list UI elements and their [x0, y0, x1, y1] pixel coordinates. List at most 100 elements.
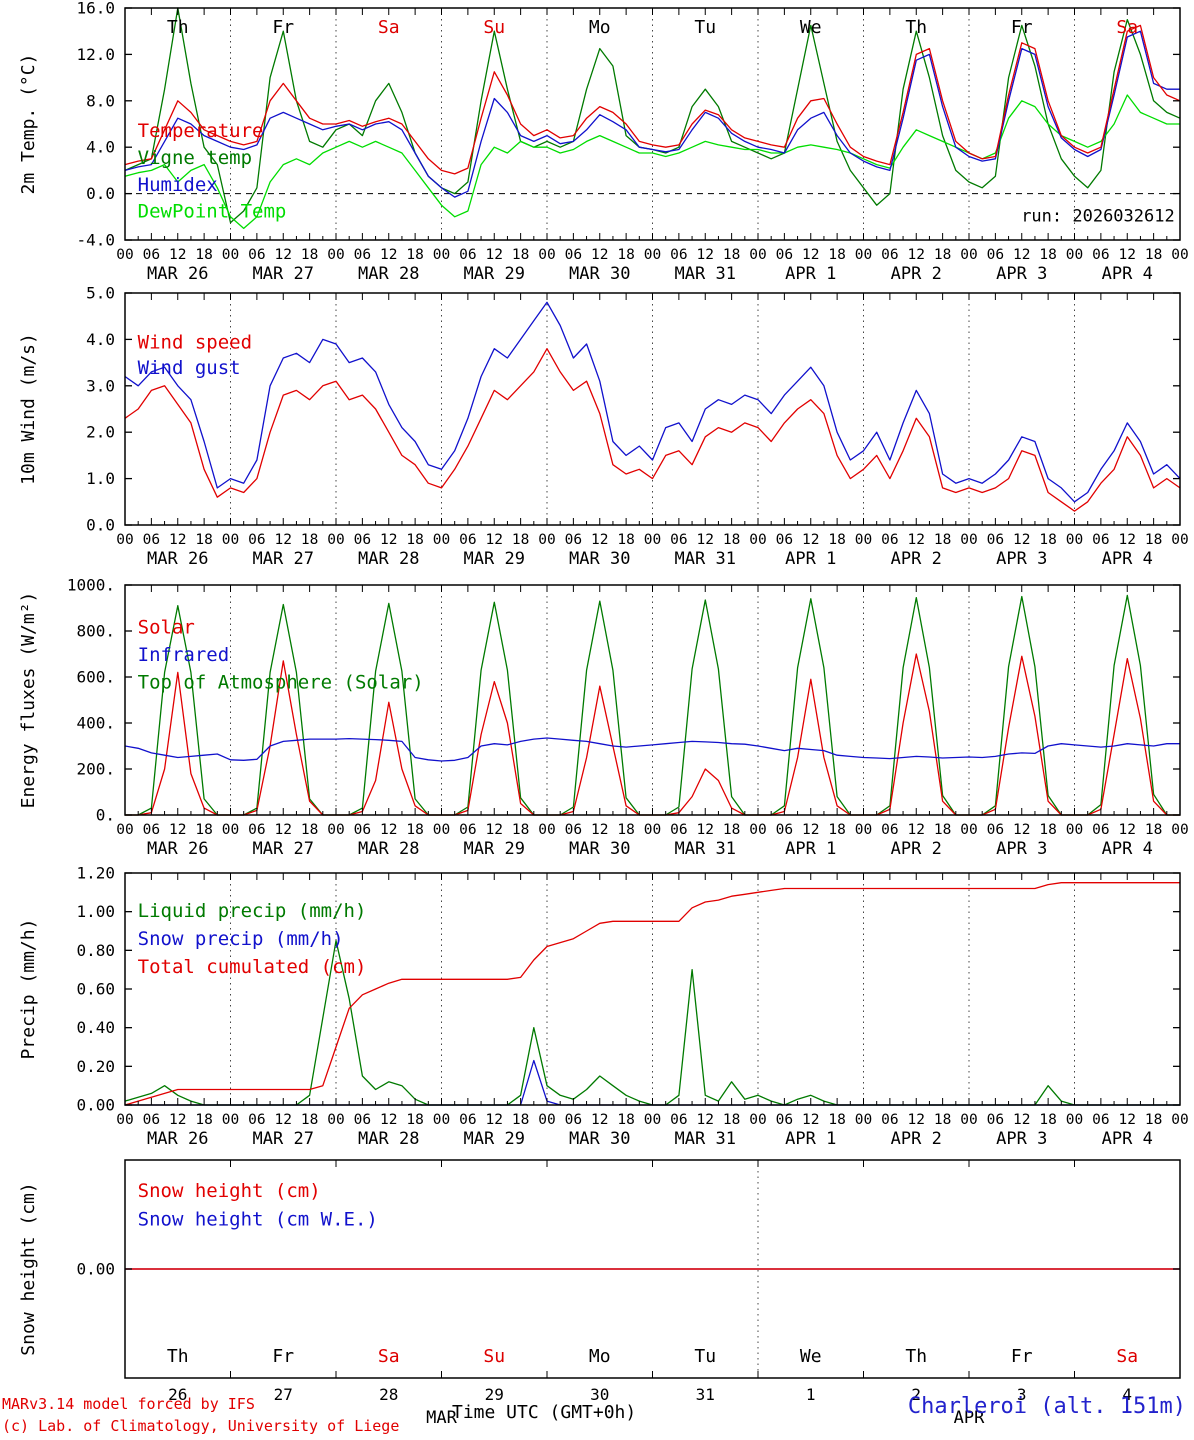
x-tick-label: 12	[1119, 247, 1136, 263]
top-day-label: Sa	[1116, 17, 1138, 38]
x-tick-label: 18	[723, 532, 740, 548]
top-day-label: Fr	[1011, 17, 1033, 38]
station-label: Charleroi (alt. 151m)	[907, 1394, 1186, 1419]
series-top-of-atmosphere-solar-	[125, 594, 1180, 816]
x-tick-label: 00	[538, 822, 555, 838]
bottom-day-label: We	[800, 1346, 822, 1367]
y-tick-label: 800.	[76, 622, 115, 641]
x-tick-label: 06	[459, 532, 476, 548]
legend-label: Infrared	[138, 644, 230, 666]
x-tick-label: 00	[116, 247, 133, 263]
y-tick-label: 0.40	[76, 1018, 115, 1037]
x-tick-label: 06	[459, 1112, 476, 1128]
x-tick-label: 12	[1119, 532, 1136, 548]
x-tick-label: 06	[354, 822, 371, 838]
x-tick-label: 00	[327, 1112, 344, 1128]
date-label: MAR 27	[253, 839, 314, 859]
x-tick-label: 12	[380, 1112, 397, 1128]
x-tick-label: 18	[934, 532, 951, 548]
x-tick-label: 00	[749, 1112, 766, 1128]
x-tick-label: 06	[143, 1112, 160, 1128]
y-tick-label: 1.0	[86, 469, 115, 488]
x-tick-label: 06	[776, 532, 793, 548]
x-tick-label: 18	[1145, 822, 1162, 838]
x-tick-label: 06	[987, 822, 1004, 838]
y-tick-label: 16.0	[76, 0, 115, 18]
x-tick-label: 06	[354, 532, 371, 548]
x-tick-label: 18	[195, 822, 212, 838]
date-label: APR 4	[1102, 1129, 1153, 1149]
x-tick-label: 00	[327, 532, 344, 548]
top-day-label: We	[800, 17, 822, 38]
x-tick-label: 06	[248, 822, 265, 838]
x-tick-label: 18	[406, 247, 423, 263]
date-label: MAR 26	[147, 549, 208, 569]
x-tick-label: 12	[908, 1112, 925, 1128]
y-tick-label: 0.	[96, 806, 115, 825]
x-tick-label: 00	[960, 247, 977, 263]
date-label: MAR 27	[253, 264, 314, 284]
x-tick-label: 06	[1092, 1112, 1109, 1128]
x-tick-label: 06	[670, 247, 687, 263]
x-tick-label: 18	[617, 822, 634, 838]
x-tick-label: 06	[248, 247, 265, 263]
top-day-label: Fr	[272, 17, 294, 38]
x-tick-label: 18	[617, 532, 634, 548]
bottom-day-label: Th	[167, 1346, 189, 1367]
x-tick-label: 06	[987, 247, 1004, 263]
x-tick-label: 12	[802, 247, 819, 263]
date-label: MAR 29	[464, 264, 525, 284]
bottom-day-label: Sa	[378, 1346, 400, 1367]
x-tick-label: 00	[960, 822, 977, 838]
x-tick-label: 06	[459, 247, 476, 263]
date-label: MAR 29	[464, 839, 525, 859]
date-label: MAR 29	[464, 549, 525, 569]
y-tick-label: 0.80	[76, 941, 115, 960]
day-number-label: 2	[911, 1385, 921, 1404]
x-tick-label: 12	[908, 532, 925, 548]
x-tick-label: 18	[406, 1112, 423, 1128]
y-tick-label: 8.0	[86, 91, 115, 110]
date-label: MAR 29	[464, 1129, 525, 1149]
x-tick-label: 12	[697, 1112, 714, 1128]
x-tick-label: 00	[222, 532, 239, 548]
date-label: MAR 27	[253, 549, 314, 569]
series-infrared	[124, 737, 1180, 762]
day-number-label: 3	[1017, 1385, 1027, 1404]
x-tick-label: 12	[380, 822, 397, 838]
legend-label: Liquid precip (mm/h)	[138, 900, 367, 922]
legend-label: Solar	[138, 616, 195, 638]
x-tick-label: 12	[1013, 822, 1030, 838]
x-tick-label: 12	[275, 247, 292, 263]
date-label: MAR 28	[358, 1129, 419, 1149]
legend-label: Temperature	[138, 120, 264, 142]
date-label: MAR 31	[675, 839, 736, 859]
x-tick-label: 00	[116, 532, 133, 548]
x-tick-label: 18	[1039, 247, 1056, 263]
x-tick-label: 00	[749, 822, 766, 838]
y-tick-label: 0.20	[76, 1057, 115, 1076]
x-tick-label: 06	[354, 1112, 371, 1128]
x-tick-label: 06	[670, 532, 687, 548]
x-tick-label: 06	[776, 822, 793, 838]
x-tick-label: 06	[459, 822, 476, 838]
y-tick-label: 1.00	[76, 902, 115, 921]
x-tick-label: 12	[697, 532, 714, 548]
x-tick-label: 18	[723, 247, 740, 263]
series-wind-speed	[124, 348, 1181, 512]
x-tick-label: 06	[143, 247, 160, 263]
x-tick-label: 12	[169, 822, 186, 838]
x-tick-label: 18	[1145, 1112, 1162, 1128]
x-tick-label: 00	[1171, 822, 1188, 838]
x-tick-label: 12	[486, 532, 503, 548]
date-label: MAR 26	[147, 264, 208, 284]
x-tick-label: 18	[301, 1112, 318, 1128]
x-tick-label: 00	[749, 247, 766, 263]
x-tick-label: 00	[222, 1112, 239, 1128]
y-axis-title: Snow height (cm)	[18, 1182, 39, 1355]
legend-label: Snow height (cm W.E.)	[138, 1208, 378, 1230]
x-tick-label: 00	[1171, 532, 1188, 548]
date-label: APR 2	[891, 264, 942, 284]
x-tick-label: 18	[406, 822, 423, 838]
